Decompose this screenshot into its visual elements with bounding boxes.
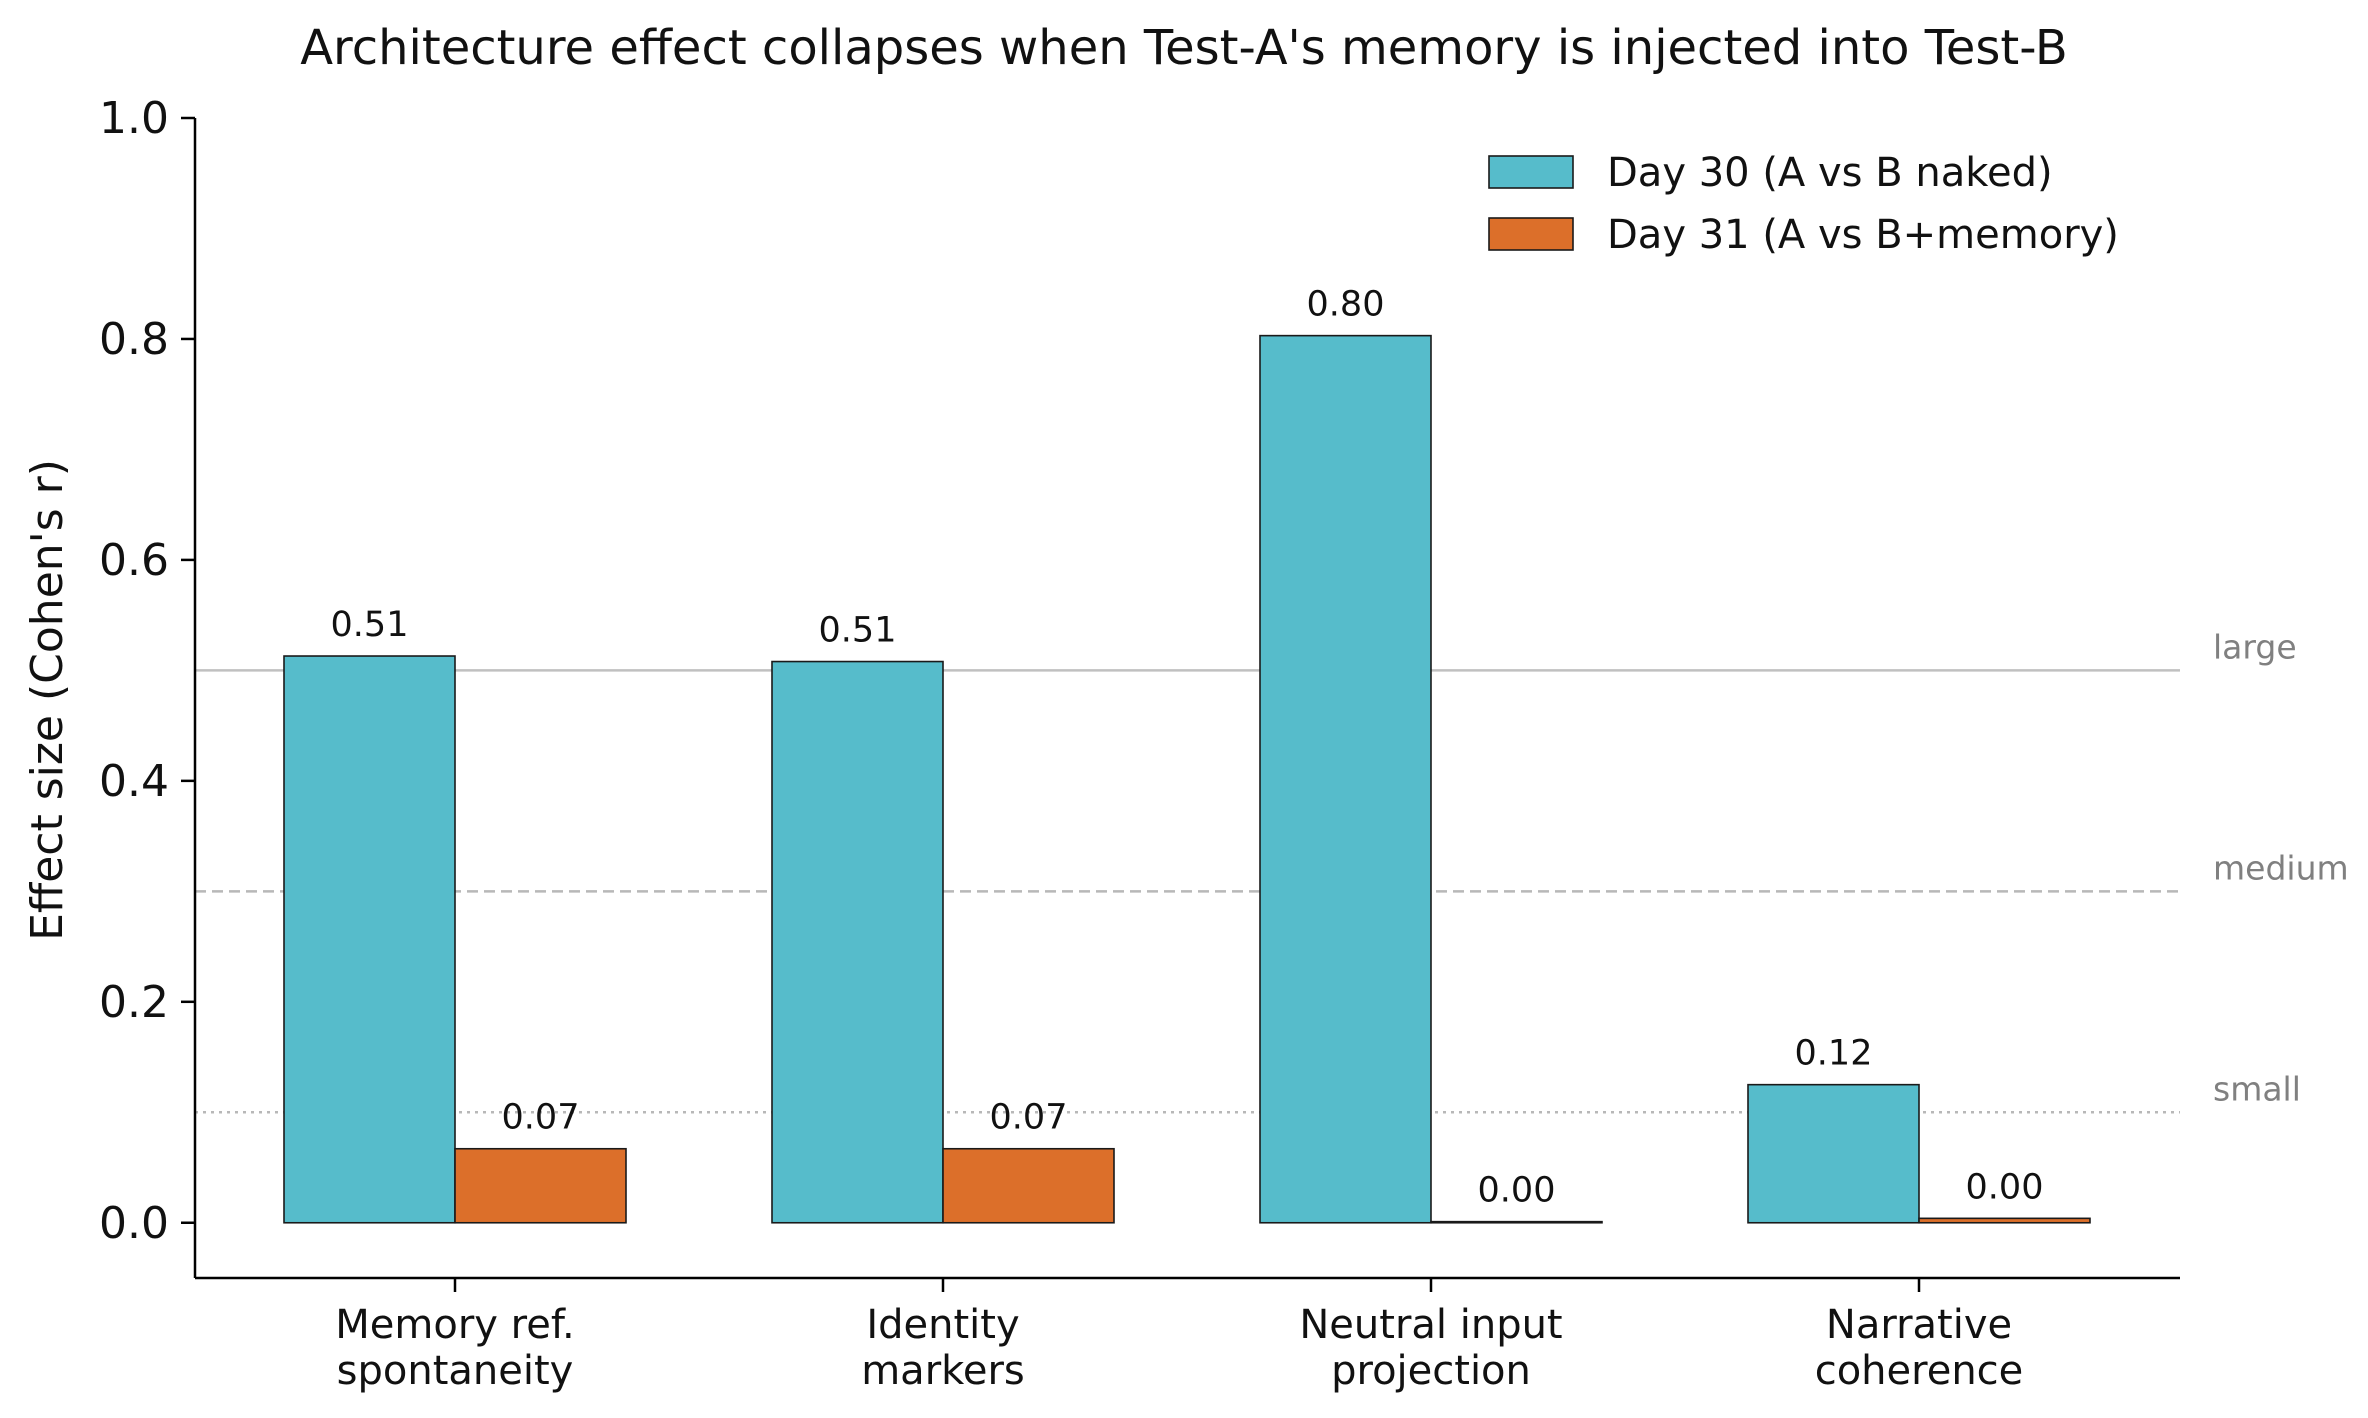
value-label-series2-cat1: 0.07: [502, 1098, 580, 1138]
x-tick-label-line: Narrative: [1826, 1302, 2012, 1348]
value-label-series2-cat3: 0.00: [1478, 1171, 1556, 1211]
x-tick-label-line: Neutral input: [1299, 1302, 1562, 1348]
value-label-series1-cat2: 0.51: [819, 611, 897, 651]
plot-area: large medium small 0.51 0.51 0.80 0.12 0.07 0.07…: [99, 93, 2349, 1394]
value-label-series1-cat1: 0.51: [331, 605, 409, 645]
bar-series2-cat3: [1430, 1220, 1603, 1224]
legend-label-2: Day 31 (A vs B+memory): [1607, 212, 2119, 258]
threshold-label-large: large: [2213, 627, 2297, 666]
x-tick-label-line: markers: [861, 1348, 1025, 1394]
legend-swatch-2: [1488, 217, 1574, 251]
value-label-series2-cat4: 0.00: [1966, 1167, 2044, 1207]
legend-swatch-1: [1488, 155, 1574, 189]
x-tick-label-line: Identity: [866, 1302, 1019, 1348]
x-tick-label-line: coherence: [1815, 1348, 2024, 1394]
y-tick-label: 0.2: [99, 977, 169, 1028]
x-tick-label-line: Memory ref.: [335, 1302, 574, 1348]
legend-label-1: Day 30 (A vs B naked): [1607, 150, 2053, 196]
x-tick-label-line: projection: [1331, 1348, 1531, 1394]
y-axis-label: Effect size (Cohen's r): [22, 459, 73, 941]
x-tick-label: Identity markers: [861, 1302, 1025, 1394]
bar-series2-cat2: [942, 1147, 1115, 1224]
legend: Day 30 (A vs B naked) Day 31 (A vs B+memo…: [1488, 150, 2119, 258]
x-tick-label: Memory ref. spontaneity: [335, 1302, 574, 1394]
value-label-series1-cat4: 0.12: [1795, 1034, 1873, 1074]
y-tick-label: 0.0: [99, 1198, 169, 1249]
y-tick-label: 0.4: [99, 756, 169, 807]
chart-title: Architecture effect collapses when Test-…: [300, 20, 2068, 76]
value-label-series1-cat3: 0.80: [1307, 285, 1385, 325]
bar-series1-cat3: [1259, 334, 1432, 1224]
value-label-series2-cat2: 0.07: [990, 1098, 1068, 1138]
threshold-label-small: small: [2213, 1069, 2301, 1108]
y-tick-label: 0.8: [99, 314, 169, 365]
bar-series2-cat4: [1918, 1217, 2091, 1224]
bar-series2-cat1: [454, 1147, 627, 1224]
bar-series1-cat1: [283, 655, 456, 1224]
y-tick-label: 1.0: [99, 93, 169, 144]
x-tick-label: Narrative coherence: [1815, 1302, 2024, 1394]
bar-series1-cat4: [1747, 1083, 1920, 1224]
x-tick-label-line: spontaneity: [337, 1348, 574, 1394]
x-tick-label: Neutral input projection: [1299, 1302, 1562, 1394]
bar-series1-cat2: [771, 660, 944, 1224]
threshold-label-medium: medium: [2213, 848, 2349, 887]
y-tick-label: 0.6: [99, 535, 169, 586]
